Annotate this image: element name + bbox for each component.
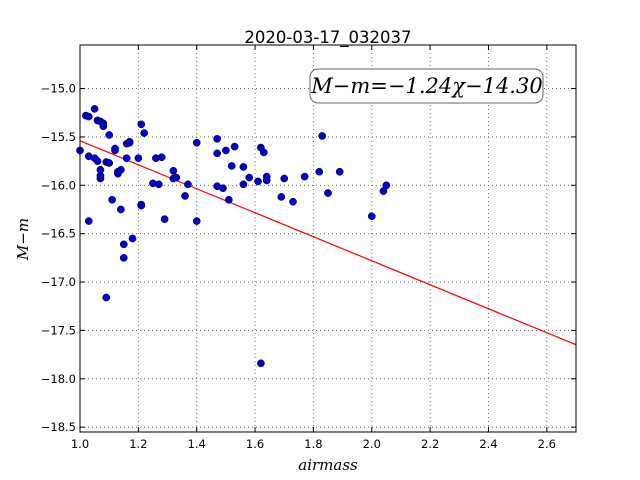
data-point (119, 254, 128, 262)
data-points (76, 105, 391, 368)
data-point (116, 205, 125, 214)
x-tick-label: 1.8 (304, 437, 322, 451)
data-point (224, 195, 233, 204)
data-point (116, 165, 125, 174)
data-point (277, 193, 286, 201)
data-point (93, 157, 102, 165)
fit-line (79, 140, 577, 346)
x-tick-label: 1.0 (71, 437, 89, 451)
data-point (245, 173, 254, 182)
data-point (213, 134, 221, 143)
data-point (230, 142, 239, 151)
data-point (324, 189, 332, 197)
data-point (160, 215, 169, 223)
data-point (134, 154, 143, 163)
x-tick-label: 2.0 (363, 437, 381, 451)
data-point (219, 184, 227, 193)
x-axis-label: airmass (298, 456, 358, 474)
data-point (259, 148, 268, 157)
data-point (181, 192, 189, 200)
data-point (367, 212, 376, 221)
data-point (289, 197, 297, 206)
data-point (192, 217, 201, 225)
plot-area-frame (79, 44, 577, 433)
data-point (99, 122, 108, 131)
data-point (125, 138, 134, 147)
data-point (227, 162, 236, 170)
y-tick-label: −15.5 (41, 130, 76, 144)
data-point (119, 240, 128, 249)
data-point (280, 174, 289, 183)
y-tick-label: −16.5 (41, 227, 76, 241)
y-tick-label: −15.0 (41, 82, 76, 96)
data-point (105, 159, 114, 167)
data-point (300, 172, 309, 181)
data-point (213, 149, 221, 158)
y-tick-label: −18.5 (41, 420, 76, 434)
data-point (108, 195, 116, 204)
data-point (239, 163, 248, 171)
chart-title: 2020-03-17_032037 (244, 28, 411, 48)
data-point (335, 167, 344, 176)
fit-annotation: M−m=−1.24χ−14.30 (309, 68, 544, 104)
y-tick-label: −17.5 (41, 323, 76, 337)
data-point (84, 112, 93, 121)
data-point (172, 173, 181, 182)
y-axis: −15.0 −15.5 −16.0 −16.5 −17.0 −17.5 −18.0 −18.5 (41, 82, 576, 434)
x-tick-label: 2.2 (421, 437, 439, 451)
data-point (137, 120, 146, 129)
data-point (222, 146, 230, 155)
data-point (169, 166, 178, 175)
data-point (382, 181, 391, 190)
data-point (318, 132, 327, 140)
x-tick-label: 1.2 (129, 437, 147, 451)
data-point (140, 129, 149, 137)
data-point (239, 180, 248, 189)
data-point (105, 131, 114, 139)
data-point (257, 359, 265, 368)
x-tick-label: 2.6 (538, 437, 556, 451)
data-point (84, 217, 93, 225)
fit-line-group (79, 140, 577, 346)
data-point (315, 167, 324, 176)
y-tick-label: −17.0 (41, 275, 76, 289)
data-point (102, 293, 111, 302)
data-point (154, 180, 163, 189)
y-tick-label: −16.0 (41, 178, 76, 192)
data-point (137, 201, 146, 210)
x-tick-label: 1.6 (246, 437, 264, 451)
x-tick-label: 1.4 (188, 437, 206, 451)
data-point (122, 154, 131, 163)
data-point (157, 153, 166, 162)
data-point (262, 176, 271, 185)
annotation-box (309, 68, 544, 104)
data-point (90, 105, 99, 113)
data-point (96, 165, 105, 174)
x-axis: 1.0 1.2 1.4 1.6 1.8 2.0 2.2 2.4 2.6 (71, 45, 556, 451)
y-axis-label: M−m (14, 218, 32, 261)
x-tick-label: 2.4 (479, 437, 497, 451)
annotation-text: M−m=−1.24χ−14.30 (310, 74, 542, 98)
data-point (128, 234, 137, 243)
y-tick-label: −18.0 (41, 372, 76, 386)
data-point (254, 177, 262, 186)
data-point (184, 180, 192, 189)
data-point (192, 138, 201, 147)
data-point (111, 146, 119, 155)
